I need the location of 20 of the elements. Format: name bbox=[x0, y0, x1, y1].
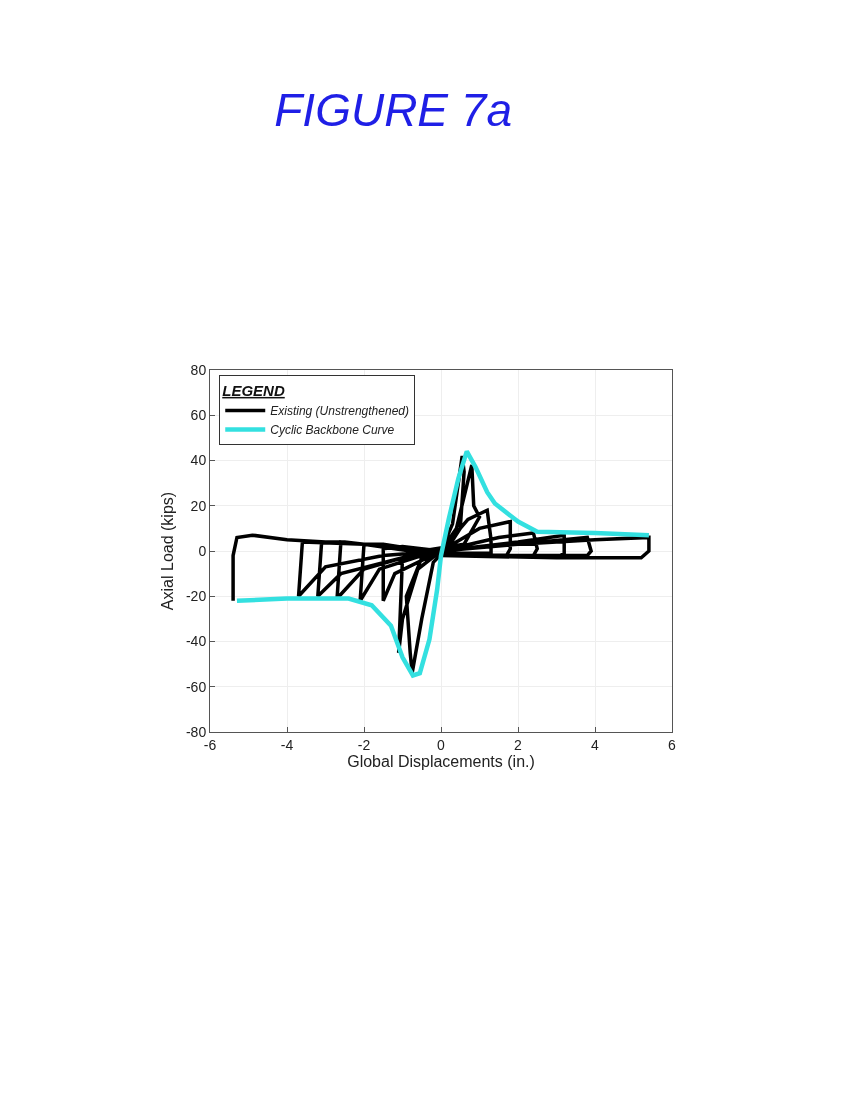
x-tick-label: 6 bbox=[668, 736, 677, 753]
y-tick-label: 60 bbox=[190, 407, 207, 424]
x-tick-label: 2 bbox=[514, 736, 523, 753]
x-tick-label: 4 bbox=[591, 736, 600, 753]
y-tick-label: -60 bbox=[185, 678, 207, 695]
legend-title: LEGEND bbox=[222, 381, 285, 399]
y-tick-label: 80 bbox=[190, 361, 207, 378]
x-tick-label: -4 bbox=[280, 736, 294, 753]
chart-title: FIGURE 7a bbox=[274, 84, 512, 137]
x-tick-label: -2 bbox=[357, 736, 371, 753]
y-tick-label: 20 bbox=[190, 497, 207, 514]
y-tick-label: -20 bbox=[185, 588, 207, 605]
x-axis-title: Global Displacements (in.) bbox=[347, 753, 535, 771]
x-tick-label: 0 bbox=[437, 736, 446, 753]
y-axis-title: Axial Load (kips) bbox=[158, 491, 176, 611]
y-tick-label: 0 bbox=[198, 542, 207, 559]
y-tick-label: 40 bbox=[190, 452, 207, 469]
y-tick-label: -40 bbox=[185, 633, 207, 650]
legend-label: Existing (Unstrengthened) bbox=[270, 404, 409, 419]
legend-label: Cyclic Backbone Curve bbox=[270, 423, 395, 438]
